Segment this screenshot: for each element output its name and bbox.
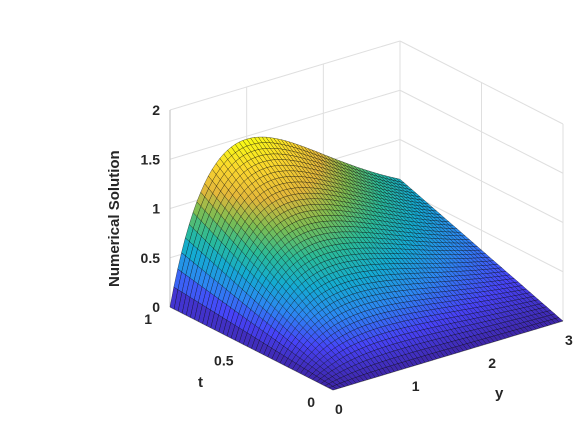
grid-line [169, 89, 401, 160]
z-tick-label: 0 [152, 299, 160, 315]
y-tick-label: 1 [144, 311, 152, 327]
z-tick-label: 2 [152, 102, 160, 118]
grid-line [399, 89, 564, 174]
grid-line [169, 40, 401, 111]
y-axis-label: t [198, 374, 203, 391]
surface-mesh [169, 136, 564, 391]
z-axis-label: Numerical Solution [106, 150, 123, 287]
x-tick-label: 3 [565, 332, 573, 348]
y-tick-label: 0 [307, 394, 315, 410]
surface-cell [328, 386, 337, 391]
x-tick-label: 0 [335, 401, 343, 417]
y-tick-label: 0.5 [214, 353, 234, 369]
grid-line [399, 139, 564, 223]
z-tick-label: 0.5 [141, 250, 161, 266]
x-tick-label: 1 [412, 378, 420, 394]
x-axis-label: y [495, 385, 504, 402]
x-tick-label: 2 [488, 355, 496, 371]
z-tick-label: 1 [152, 201, 160, 217]
z-tick-label: 1.5 [141, 151, 161, 167]
grid-line [399, 40, 564, 125]
